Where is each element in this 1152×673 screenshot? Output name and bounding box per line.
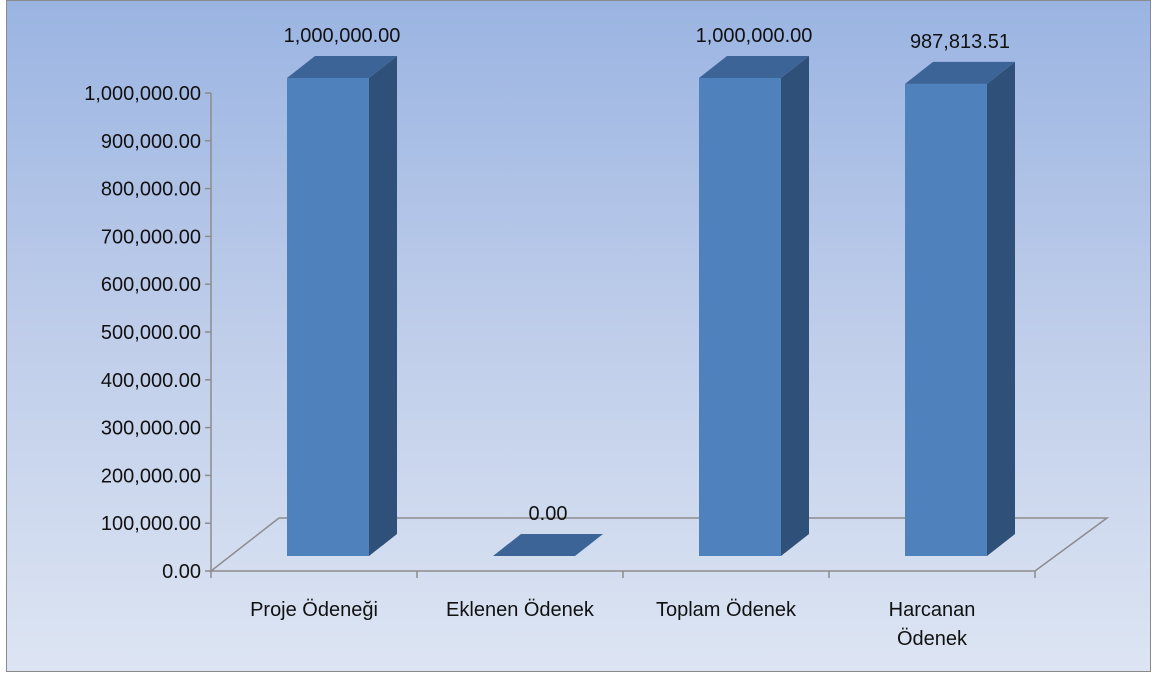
y-tick-label: 300,000.00 [101, 418, 201, 440]
y-tick-label: 200,000.00 [101, 465, 201, 487]
x-category-label: Ödenek [897, 628, 968, 650]
x-category-label: Eklenen Ödenek [446, 599, 595, 621]
bar-3 [699, 56, 809, 556]
chart-labels: 0.00 100,000.00 200,000.00 300,000.00 400,00… [84, 25, 1010, 650]
chart-floor [208, 517, 1110, 572]
bar-top-face [287, 56, 397, 78]
x-category-label: Proje Ödeneği [250, 599, 378, 621]
x-category-label: Harcanan [889, 599, 976, 621]
bar-1 [287, 56, 397, 556]
y-tick-label: 800,000.00 [101, 179, 201, 201]
bar-4 [905, 61, 1015, 557]
data-label: 1,000,000.00 [696, 25, 813, 47]
y-tick-label: 600,000.00 [101, 274, 201, 296]
bar-front-face [287, 78, 369, 556]
y-tick-label: 0.00 [162, 561, 201, 583]
y-tick-label: 900,000.00 [101, 131, 201, 153]
data-label: 0.00 [529, 503, 568, 525]
bar-front-face [699, 78, 781, 556]
chart-axes [205, 92, 1110, 578]
data-label: 987,813.51 [910, 31, 1010, 53]
bar-top-face [493, 534, 603, 556]
y-tick-label: 500,000.00 [101, 322, 201, 344]
y-tick-label: 1,000,000.00 [84, 83, 201, 105]
x-category-label: Toplam Ödenek [656, 599, 797, 621]
bar-2 [493, 534, 603, 556]
bar-series [287, 56, 1015, 557]
y-tick-label: 700,000.00 [101, 226, 201, 248]
y-tick-label: 100,000.00 [101, 513, 201, 535]
bar-front-face [905, 83, 987, 557]
bar-side-face [369, 56, 397, 556]
y-tick-label: 400,000.00 [101, 370, 201, 392]
bar-top-face [699, 56, 809, 78]
data-label: 1,000,000.00 [284, 25, 401, 47]
bar-side-face [987, 61, 1015, 557]
bar-side-face [781, 56, 809, 556]
bar-top-face [905, 61, 1015, 84]
